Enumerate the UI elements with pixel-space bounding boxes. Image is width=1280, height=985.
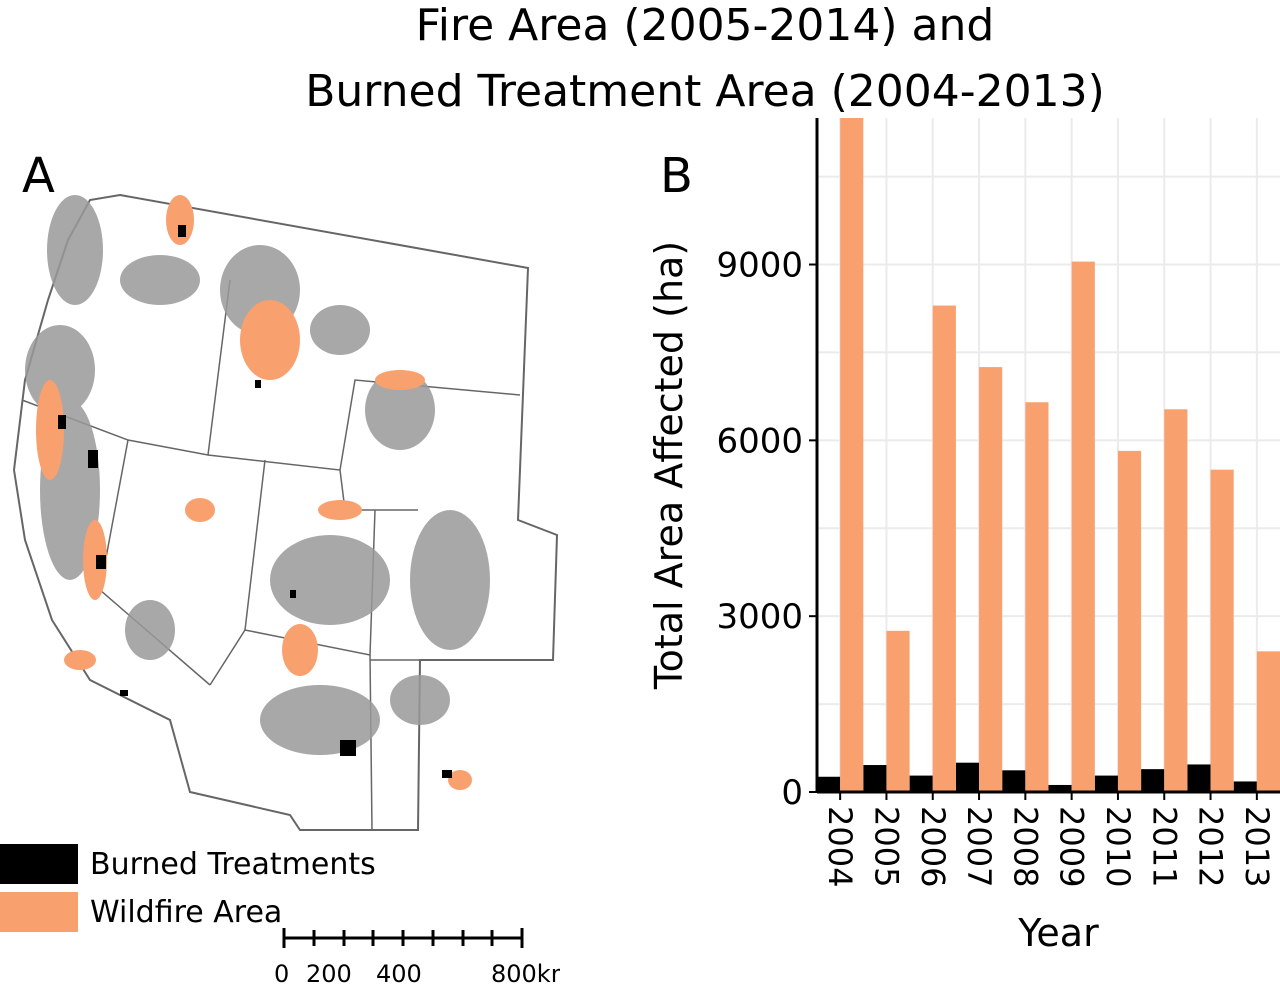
bar-burned-treatments-2009: [1048, 784, 1072, 792]
x-tick-label-2006: 2006: [914, 806, 952, 887]
y-tick-label: 9000: [716, 246, 803, 286]
x-tick-label-2005: 2005: [867, 806, 905, 887]
bar-wildfire-area-2012: [1210, 469, 1234, 792]
legend-item-wildfire-area: Wildfire Area: [0, 888, 376, 936]
bar-burned-treatments-2011: [1141, 769, 1165, 792]
scale-label-200: 200: [306, 960, 352, 985]
bar-burned-treatments-2008: [1002, 770, 1026, 792]
chart-title-line-2: Burned Treatment Area (2004-2013): [305, 66, 1105, 117]
x-tick-label-2008: 2008: [1006, 806, 1044, 887]
legend-label-wildfire-area: Wildfire Area: [90, 894, 283, 930]
bars: [817, 118, 1280, 792]
chart-title-line-1: Fire Area (2005-2014) and: [415, 0, 995, 51]
bar-wildfire-area-2006: [932, 305, 956, 792]
legend-swatch-wildfire-area: [0, 892, 78, 932]
state-border: [339, 379, 521, 471]
bar-burned-treatments-2005: [863, 765, 887, 792]
scale-label-400: 400: [376, 960, 422, 985]
bar-wildfire-area-2009: [1071, 261, 1095, 792]
scale-label-800km: 800km: [491, 960, 560, 985]
x-tick-label-2009: 2009: [1053, 806, 1091, 887]
y-tick-label: 3000: [716, 597, 803, 637]
y-tick-label: 0: [781, 773, 803, 813]
forest-cover: [25, 195, 490, 755]
bar-wildfire-area-2013: [1256, 651, 1280, 792]
bar-burned-treatments-2010: [1094, 775, 1118, 792]
x-tick-label-2011: 2011: [1145, 806, 1183, 887]
region-outline: [12, 193, 559, 831]
state-border: [207, 454, 418, 511]
bar-burned-treatments-2004: [817, 776, 841, 792]
bar-wildfire-area-2011: [1164, 409, 1188, 792]
y-axis-title: Total Area Affected (ha): [647, 241, 691, 690]
x-tick-label-2007: 2007: [960, 806, 998, 887]
burned-treatments: [58, 225, 452, 778]
axes: [815, 118, 1280, 794]
wildfire-areas: [36, 195, 472, 790]
bar-wildfire-area-2007: [979, 367, 1003, 792]
panel-a-label: A: [22, 148, 55, 204]
scale-bar: 0 200 400 800km: [274, 928, 560, 985]
legend-label-burned-treatments: Burned Treatments: [90, 846, 376, 882]
x-tick-label-2004: 2004: [821, 806, 859, 887]
bar-wildfire-area-2004: [840, 118, 864, 792]
panel-b-label: B: [660, 148, 693, 204]
scale-label-0: 0: [274, 960, 289, 985]
x-axis-title: Year: [1017, 911, 1099, 955]
x-tick-label-2010: 2010: [1099, 806, 1137, 887]
x-tick-label-2012: 2012: [1192, 806, 1230, 887]
bar-wildfire-area-2005: [886, 630, 910, 792]
legend-swatch-burned-treatments: [0, 844, 78, 884]
bar-wildfire-area-2008: [1025, 402, 1049, 792]
x-tick-label-2013: 2013: [1238, 806, 1276, 887]
bar-burned-treatments-2007: [955, 762, 980, 792]
western-us-map: [12, 193, 559, 831]
legend-item-burned-treatments: Burned Treatments: [0, 840, 376, 888]
y-tick-label: 6000: [716, 421, 803, 461]
bar-burned-treatments-2006: [909, 775, 933, 792]
state-border: [209, 629, 373, 831]
map-legend: Burned Treatments Wildfire Area: [0, 840, 376, 936]
state-outlines: [12, 193, 559, 831]
bar-burned-treatments-2012: [1187, 764, 1211, 792]
bar-burned-treatments-2013: [1233, 781, 1257, 792]
bar-wildfire-area-2010: [1117, 450, 1142, 792]
